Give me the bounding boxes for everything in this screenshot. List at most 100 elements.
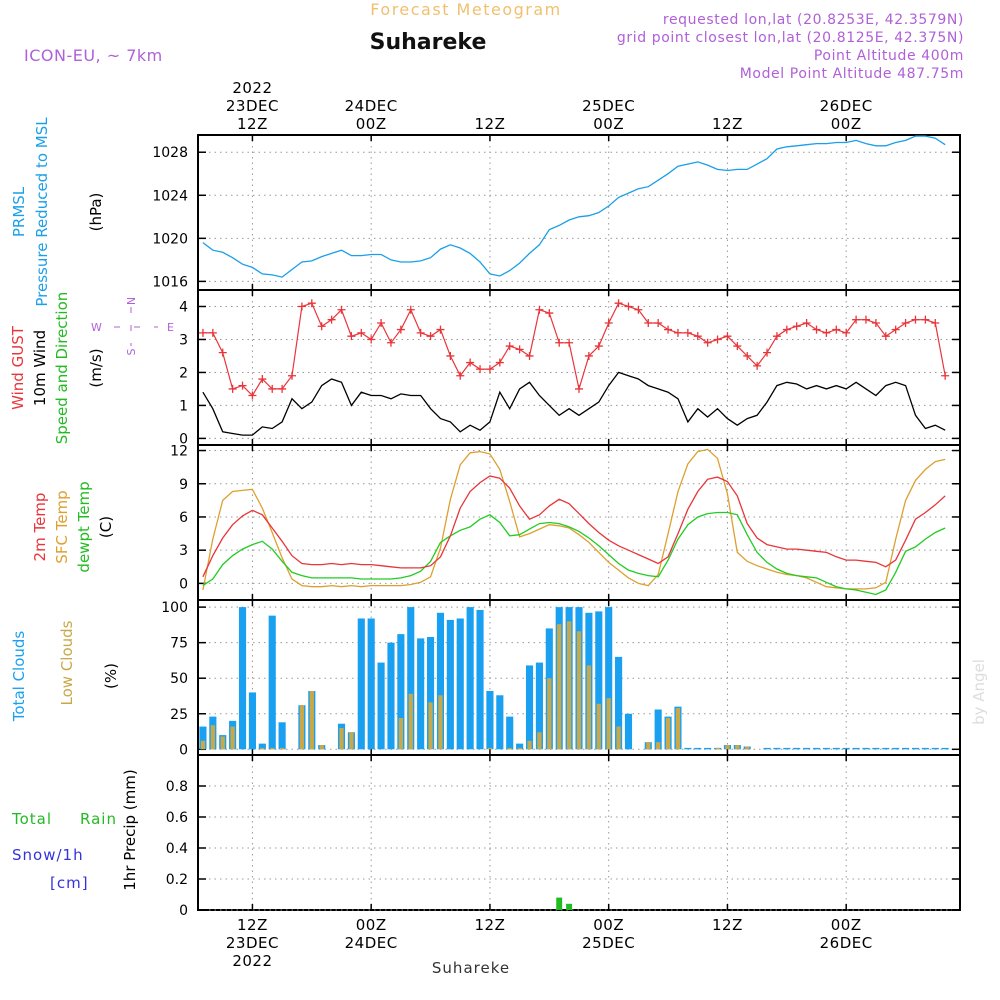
temperature-ytick-label: 3 xyxy=(179,543,188,559)
low-clouds-bar xyxy=(576,631,582,750)
model-label: ICON-EU, ~ 7km xyxy=(24,46,163,65)
temp2m-line xyxy=(202,475,946,578)
low-clouds-bar xyxy=(408,693,413,750)
pressure-ytick-label: 1020 xyxy=(152,231,188,247)
gust-marker xyxy=(772,332,781,341)
low-clouds-bar xyxy=(517,747,522,750)
bottom-axis-label: 00Z xyxy=(593,916,624,934)
pressure-ytick-label: 1024 xyxy=(152,188,188,204)
bottom-axis-label: 25DEC xyxy=(582,934,635,952)
rain-bar xyxy=(566,903,573,910)
top-axis-label: 12Z xyxy=(237,115,268,133)
total-clouds-bar xyxy=(941,747,949,750)
compass-w: W xyxy=(91,321,102,334)
gust-marker xyxy=(693,332,702,341)
gust-marker xyxy=(436,325,445,334)
gust-marker xyxy=(466,358,475,367)
rain-bar xyxy=(556,897,563,910)
total-clouds-bar xyxy=(278,722,286,750)
low-clouds-bar xyxy=(279,747,285,750)
gust-marker xyxy=(644,318,653,327)
total-clouds-bar xyxy=(248,692,256,750)
low-clouds-bar xyxy=(586,665,592,750)
low-clouds-bar xyxy=(566,621,572,750)
clouds-ytick-label: 75 xyxy=(170,636,188,652)
gust-marker xyxy=(307,299,316,308)
total-clouds-bar xyxy=(525,665,534,750)
top-axis-label: 25DEC xyxy=(582,97,635,115)
gust-marker xyxy=(555,338,564,347)
low-clouds-bar xyxy=(230,726,235,750)
precip-ytick-label: 0.2 xyxy=(166,872,188,888)
bottom-axis-label: 00Z xyxy=(831,916,862,934)
total-clouds-bar xyxy=(822,747,830,750)
low-clouds-bar xyxy=(398,718,404,750)
total-clouds-bar xyxy=(426,636,435,750)
total-clouds-bar xyxy=(832,747,840,750)
gust-marker xyxy=(654,318,663,327)
total-clouds-bar xyxy=(486,691,494,750)
gust-marker xyxy=(881,332,890,341)
low-clouds-bar xyxy=(596,703,601,750)
precip-panel: 0 0.2 0.4 0.6 0.8 xyxy=(166,754,961,919)
wind-direction-label: Speed and Direction xyxy=(53,292,71,445)
gust-marker xyxy=(673,328,682,337)
gust-marker xyxy=(535,305,544,314)
gust-marker xyxy=(802,318,811,327)
total-clouds-bar xyxy=(624,713,633,750)
total-clouds-bar xyxy=(238,607,247,750)
gust-marker xyxy=(545,309,554,318)
top-axis-label: 00Z xyxy=(593,115,624,133)
total-clouds-bar xyxy=(387,642,395,750)
gust-marker xyxy=(565,338,574,347)
clouds-ytick-label: 50 xyxy=(170,671,188,687)
bottom-axis-label: 2022 xyxy=(232,952,272,970)
low-clouds-bar xyxy=(616,726,621,750)
gust-marker xyxy=(337,305,346,314)
low-clouds-bar xyxy=(537,732,542,750)
precip-unit: 1hr Precip (mm) xyxy=(121,769,139,890)
total-clouds-bar xyxy=(377,662,385,750)
gust-marker xyxy=(248,391,257,400)
gust-marker xyxy=(792,322,801,331)
total-clouds-bar xyxy=(397,634,405,750)
gust-marker xyxy=(456,371,465,380)
top-axis-label: 00Z xyxy=(831,115,862,133)
gust-marker xyxy=(664,325,673,334)
total-clouds-bar xyxy=(476,609,484,750)
total-clouds-bar xyxy=(694,747,702,750)
total-clouds-bar xyxy=(902,747,910,750)
snow-label: Snow/1h xyxy=(12,846,84,864)
low-clouds-bar xyxy=(675,708,681,750)
gust-marker xyxy=(317,322,326,331)
pressure-ytick-label: 1016 xyxy=(152,274,188,290)
gust-marker xyxy=(624,302,633,311)
bottom-axis-label: 12Z xyxy=(712,916,743,934)
temperature-ytick-label: 6 xyxy=(179,510,188,526)
gust-marker xyxy=(842,328,851,337)
low-clouds-label: Low Clouds xyxy=(58,620,76,705)
low-clouds-bar xyxy=(319,745,324,750)
compass-s: S xyxy=(125,348,138,355)
compass-rose: W E N S xyxy=(91,297,174,356)
total-clouds-bar xyxy=(852,747,860,750)
temperature-ytick-label: 0 xyxy=(179,576,188,592)
total-clouds-bar xyxy=(268,615,276,750)
watermark: by Angel xyxy=(970,659,988,725)
temperature-ytick-label: 9 xyxy=(179,477,188,493)
gust-marker xyxy=(228,384,237,393)
model-altitude: Model Point Altitude 487.75m xyxy=(740,66,964,82)
gust-marker xyxy=(753,361,762,370)
wind-ytick-label: 0 xyxy=(179,431,188,447)
total-clouds-bar xyxy=(783,747,791,750)
top-axis-label: 26DEC xyxy=(820,97,873,115)
low-clouds-bar xyxy=(309,691,314,750)
bottom-axis-label: 24DEC xyxy=(345,934,398,952)
low-clouds-bar xyxy=(646,742,651,750)
top-axis-label: 2022 xyxy=(232,79,272,97)
gust-marker xyxy=(614,299,623,308)
gust-marker xyxy=(861,315,870,324)
low-clouds-bar xyxy=(656,742,661,750)
wind-axis-label: Wind GUST 10m Wind Speed and Direction (… xyxy=(9,292,174,445)
